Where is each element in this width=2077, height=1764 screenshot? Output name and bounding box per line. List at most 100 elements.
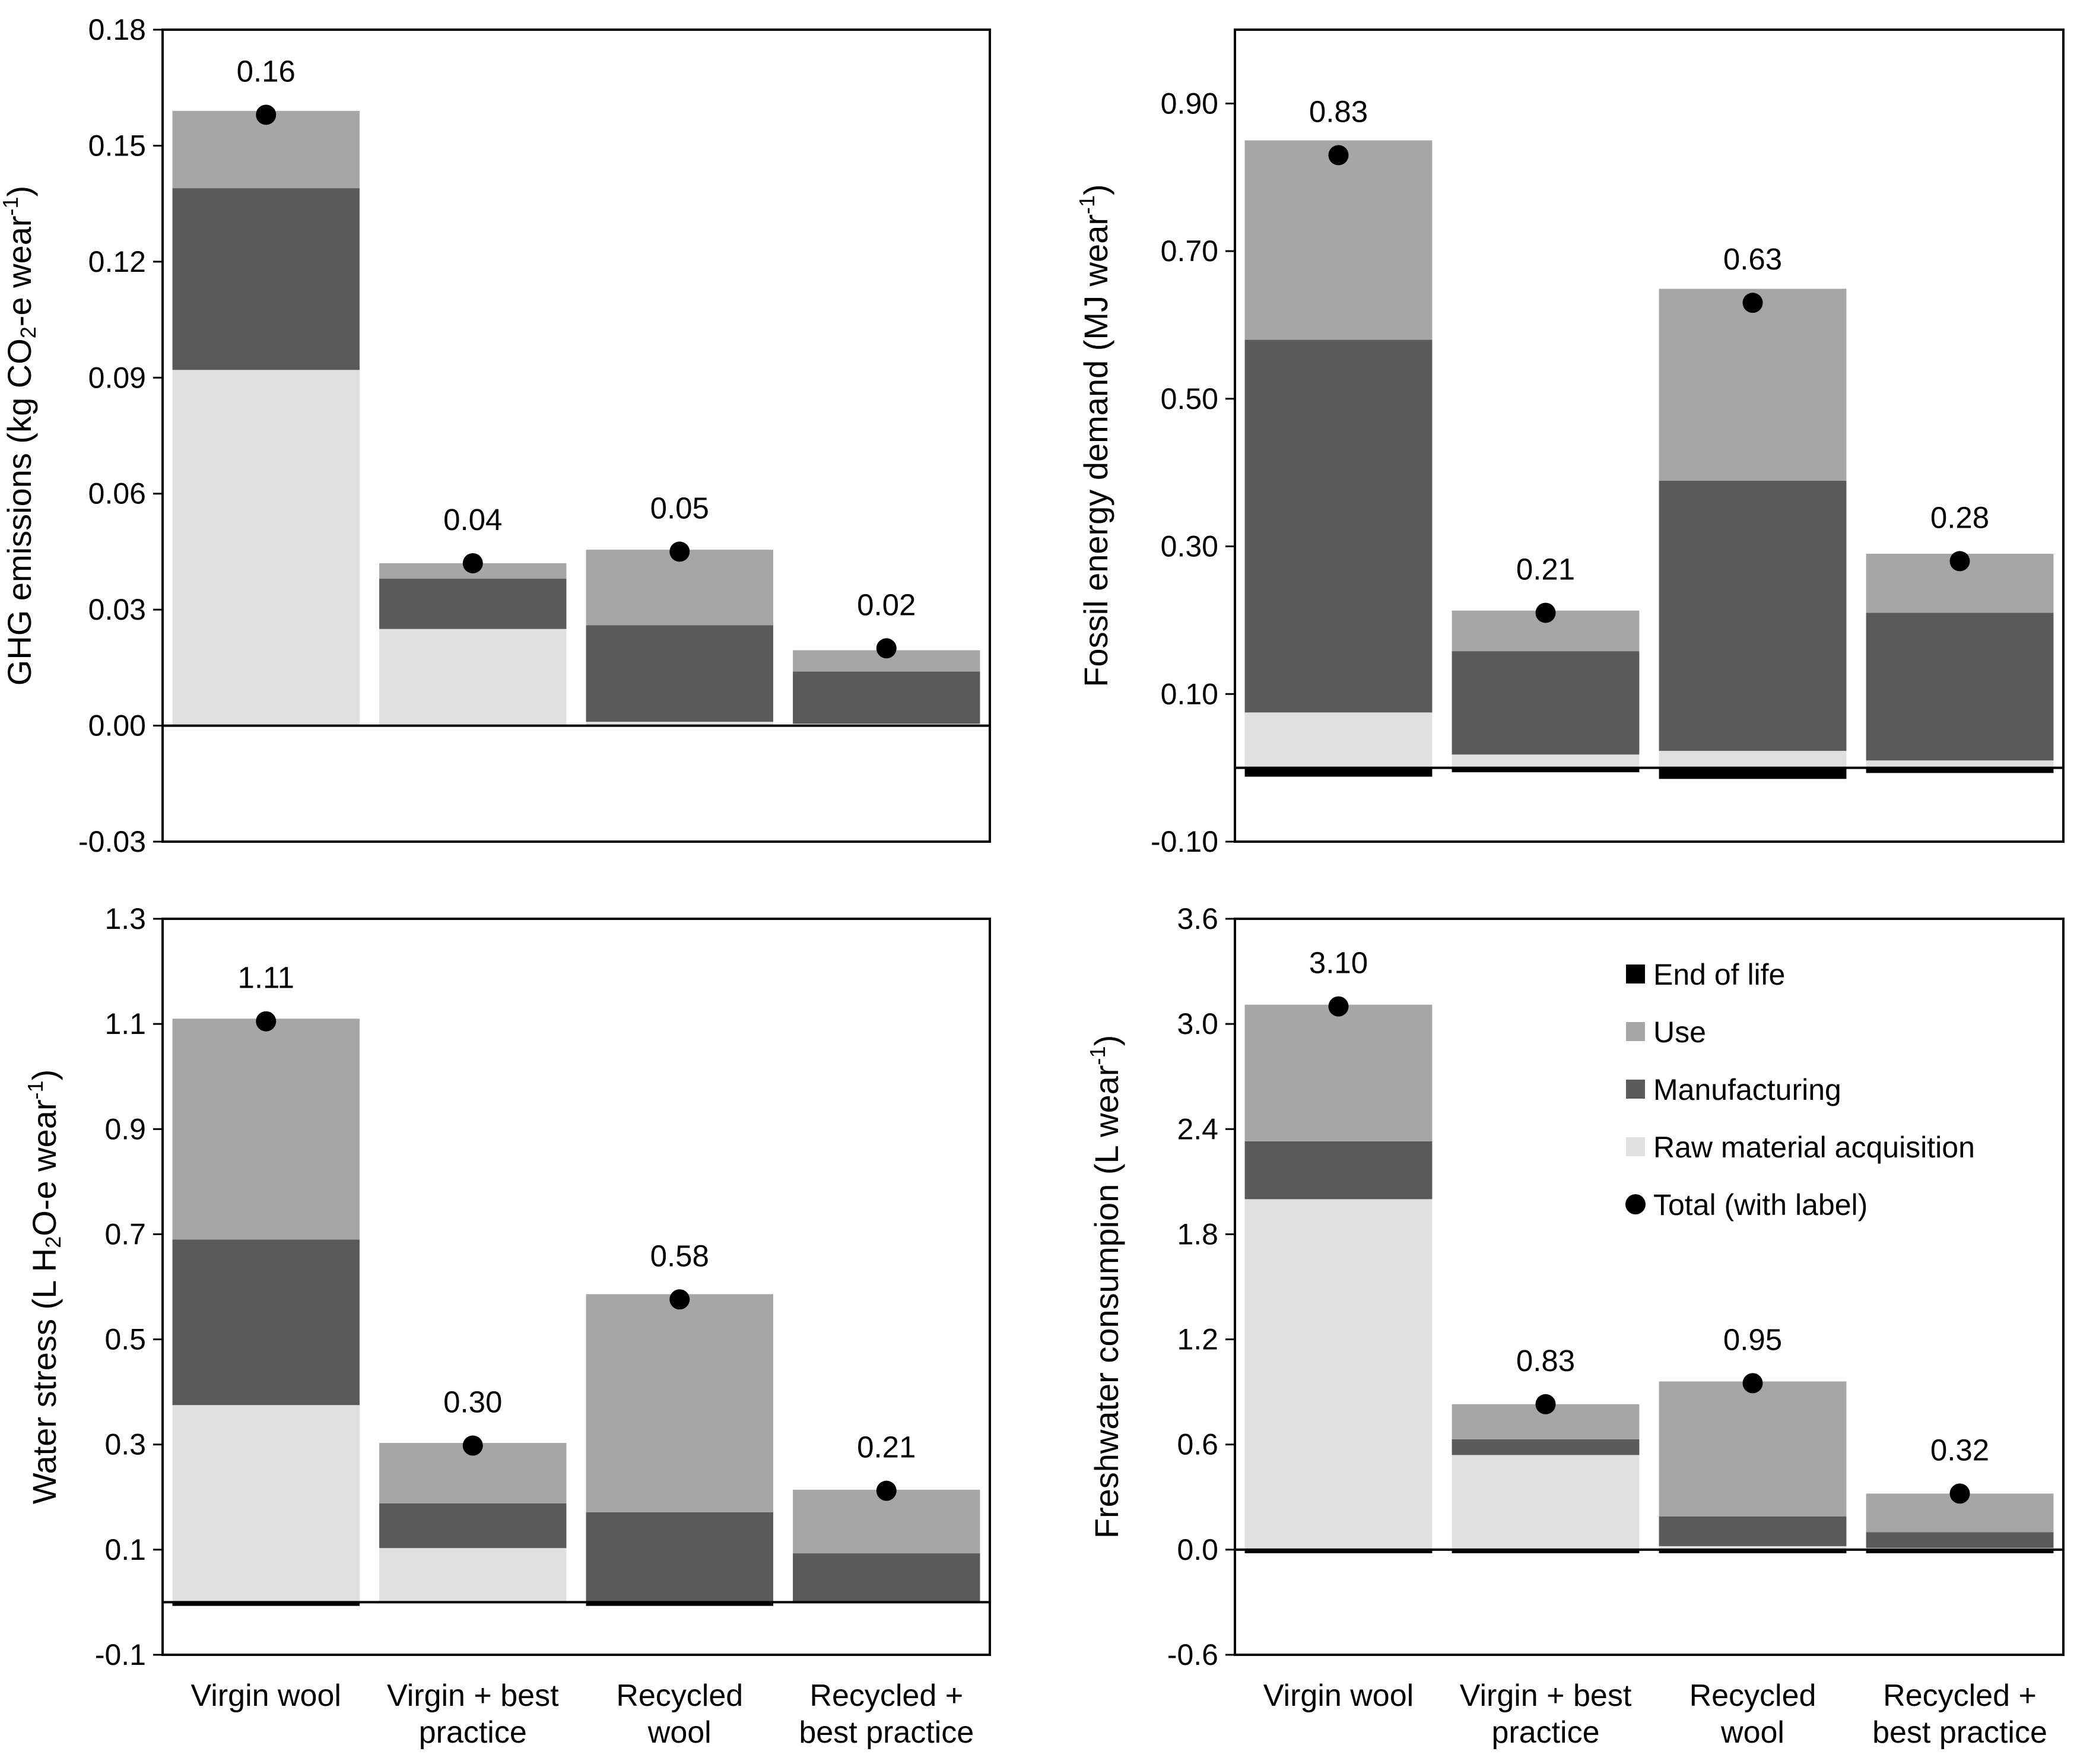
y-tick-label: 2.4 <box>1177 1112 1218 1146</box>
total-label: 0.30 <box>443 1385 502 1419</box>
total-marker <box>876 1480 897 1501</box>
total-marker <box>1328 996 1349 1017</box>
bar-segment-manufacturing <box>1244 340 1433 713</box>
category-label-line: best practice <box>1872 1715 2047 1750</box>
total-marker <box>1535 1394 1556 1414</box>
bar-segment-manufacturing <box>172 188 360 370</box>
y-tick-label: -0.10 <box>1151 825 1218 858</box>
total-label: 0.28 <box>1930 500 1989 534</box>
total-marker <box>256 1011 277 1032</box>
bar-segment-manufacturing <box>1866 613 2054 761</box>
legend: End of life Use Manufacturing Raw material … <box>1625 958 1975 1222</box>
category-label: Virgin wool <box>191 1679 341 1713</box>
total-marker <box>462 1435 483 1456</box>
y-tick-label: 0.3 <box>104 1428 146 1461</box>
y-axis-title-part: Fossil energy demand (MJ wear <box>1077 214 1114 687</box>
bar-segment-raw <box>586 722 773 726</box>
y-axis-title-part: -1 <box>0 196 23 215</box>
total-label: 1.11 <box>238 961 294 995</box>
total-label: 0.95 <box>1723 1322 1782 1356</box>
bar-segment-end-of-life <box>1244 1549 1433 1553</box>
bar-segment-raw <box>1452 754 1640 768</box>
y-tick-label: 3.6 <box>1177 902 1218 935</box>
category-label-line: Virgin + best <box>387 1679 559 1713</box>
y-axis-title-part: -1 <box>23 1080 47 1099</box>
category-label-line: Recycled + <box>1883 1679 2037 1713</box>
y-tick-label: 0.12 <box>88 245 146 278</box>
category-label: Virgin wool <box>1263 1679 1414 1713</box>
bar-segment-end-of-life <box>1244 767 1433 777</box>
category-label-line: Recycled <box>616 1679 743 1713</box>
y-tick-label: 0.09 <box>88 361 146 394</box>
y-tick-label: 0.50 <box>1161 382 1218 415</box>
total-marker <box>669 541 690 562</box>
y-tick-label: 0.10 <box>1161 677 1218 710</box>
chart-panel-1: -0.03 0.00 0.03 0.06 0.09 0.12 0.15 0.18 GHG emi… <box>0 13 991 858</box>
bar-segment-use <box>1244 140 1433 340</box>
category-label: Recycled + best practice <box>1872 1679 2047 1750</box>
bar-segment-use <box>1659 1381 1847 1516</box>
bar-segment-manufacturing <box>586 625 773 722</box>
total-marker <box>1949 551 1970 572</box>
total-marker <box>1328 145 1349 166</box>
y-axis-title-part: -e wear <box>1 215 38 326</box>
y-axis-title-part: Freshwater consumpion (L wear <box>1088 1065 1125 1538</box>
bar-segment-use <box>586 550 773 626</box>
bar-segment-raw <box>172 370 360 726</box>
total-label: 0.63 <box>1723 242 1782 276</box>
bar-segment-manufacturing <box>1452 1439 1640 1455</box>
category-label-line: best practice <box>799 1715 974 1750</box>
y-tick-label: 1.2 <box>1177 1323 1218 1356</box>
y-axis-title-part: ) <box>26 1070 63 1081</box>
y-tick-label: 0.9 <box>104 1112 146 1146</box>
bar-segment-manufacturing <box>586 1512 773 1602</box>
y-axis-title-part: ) <box>1 186 38 197</box>
legend-swatch-end-of-life <box>1626 965 1645 983</box>
category-label-line: Virgin wool <box>1263 1679 1414 1713</box>
plot-frame <box>1234 28 2065 843</box>
total-marker <box>462 553 483 573</box>
total-marker <box>1949 1483 1970 1504</box>
category-label-line: Recycled <box>1689 1679 1816 1713</box>
total-marker <box>1742 293 1763 313</box>
y-axis-title-part: Water stress (L H <box>26 1248 63 1504</box>
total-label: 0.83 <box>1309 94 1368 128</box>
y-axis-title-part: GHG emissions (kg CO <box>1 338 38 686</box>
total-label: 0.83 <box>1516 1344 1575 1378</box>
y-axis-title-part: 2 <box>41 1236 65 1248</box>
bar-segment-end-of-life <box>1866 767 2054 773</box>
legend-marker-total <box>1625 1194 1646 1214</box>
y-tick-label: -0.03 <box>78 825 146 858</box>
total-marker <box>1742 1373 1763 1394</box>
y-tick-label: 0.06 <box>88 477 146 510</box>
bar-segment-manufacturing <box>1659 480 1847 751</box>
category-label: Recycled wool <box>616 1679 743 1750</box>
y-axis-title: Freshwater consumpion (L wear-1) <box>1085 1035 1125 1538</box>
y-tick-label: 1.3 <box>104 902 146 935</box>
legend-swatch-raw <box>1626 1137 1645 1156</box>
y-tick-label: 0.18 <box>88 13 146 46</box>
bar-segment-manufacturing <box>379 579 567 629</box>
legend-label: Use <box>1653 1016 1706 1049</box>
y-axis-title: Fossil energy demand (MJ wear-1) <box>1075 184 1114 687</box>
total-marker <box>256 104 277 125</box>
y-tick-label: 0.0 <box>1177 1533 1218 1566</box>
total-label: 3.10 <box>1309 946 1368 980</box>
bar-segment-use <box>586 1294 773 1512</box>
bar-segment-use <box>1244 1004 1433 1141</box>
bar-segment-raw <box>1244 1199 1433 1550</box>
category-label: Recycled wool <box>1689 1679 1816 1750</box>
total-label: 0.05 <box>650 491 709 525</box>
y-tick-label: 1.8 <box>1177 1217 1218 1251</box>
category-label-line: Virgin + best <box>1460 1679 1632 1713</box>
y-tick-label: 0.15 <box>88 129 146 162</box>
y-tick-label: 0.00 <box>88 709 146 743</box>
y-axis-title-part: ) <box>1077 184 1114 195</box>
bar-segment-end-of-life <box>586 1602 773 1606</box>
plot-frame <box>1234 918 2065 1656</box>
bar-segment-manufacturing <box>793 671 980 724</box>
y-axis-title-part: O-e wear <box>26 1099 63 1236</box>
bar-segment-manufacturing <box>1244 1141 1433 1200</box>
total-label: 0.02 <box>857 588 916 621</box>
category-label-line: Virgin wool <box>191 1679 341 1713</box>
